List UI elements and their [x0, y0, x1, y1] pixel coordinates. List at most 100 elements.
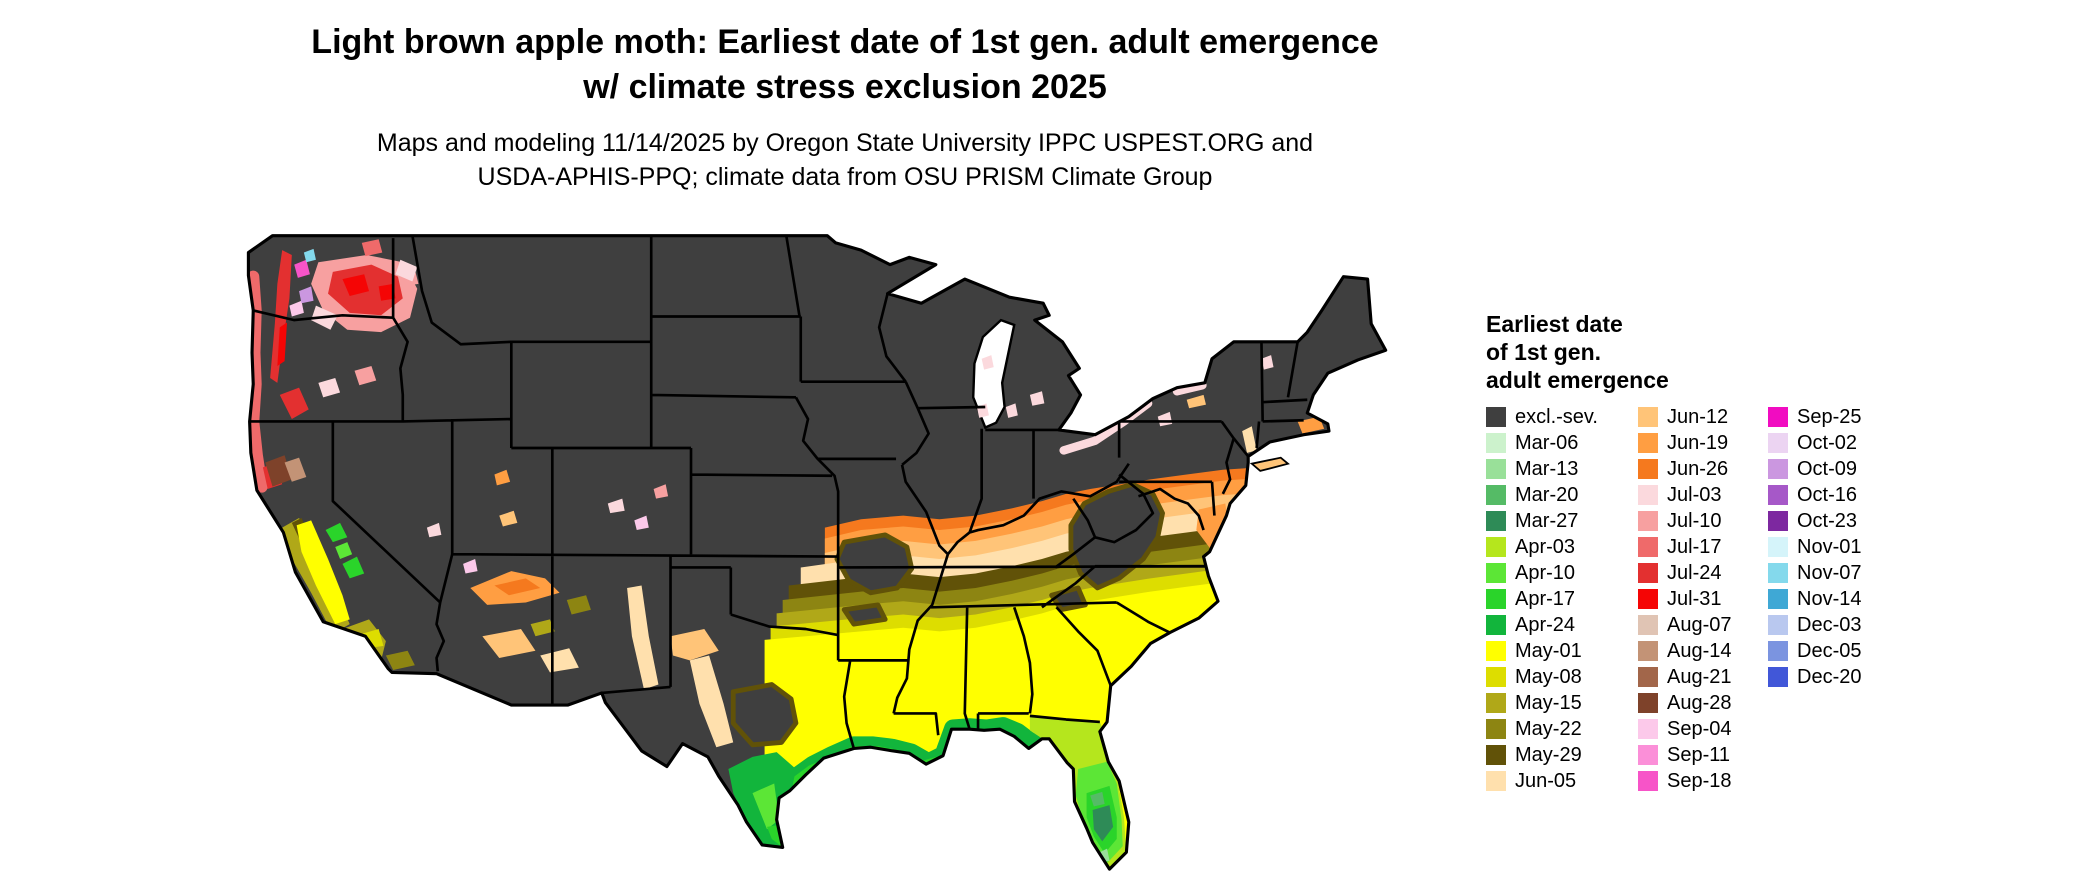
legend-item-jul24: Jul-24 — [1638, 560, 1768, 586]
legend-item-jul03: Jul-03 — [1638, 482, 1768, 508]
map-layers — [248, 235, 1386, 870]
legend-swatch-aug21 — [1638, 667, 1658, 687]
legend-item-nov01: Nov-01 — [1768, 534, 1908, 560]
legend-swatch-may08 — [1486, 667, 1506, 687]
legend-label-jun19: Jun-19 — [1667, 431, 1729, 454]
legend-swatch-oct16 — [1768, 485, 1788, 505]
map-region-may-22-patches — [385, 595, 591, 671]
map-region-jul-17-spot — [361, 239, 383, 257]
legend-heading: Earliest date of 1st gen. adult emergenc… — [1486, 310, 1908, 394]
legend-label-oct16: Oct-16 — [1797, 483, 1858, 506]
map-region-ca-central-valley-may-01 — [296, 520, 350, 625]
legend-swatch-may15 — [1486, 693, 1506, 713]
legend-item-jul10: Jul-10 — [1638, 508, 1768, 534]
map-region-aug-14-patch — [284, 457, 307, 482]
legend-label-aug21: Aug-21 — [1667, 665, 1732, 688]
map-region-nov-07-speck — [303, 248, 316, 263]
map-region-jul-24-areas — [262, 250, 403, 490]
legend-item-apr10: Apr-10 — [1486, 560, 1638, 586]
legend-item-oct02: Oct-02 — [1768, 430, 1908, 456]
legend-label-mar13: Mar-13 — [1515, 457, 1579, 480]
legend-item-mar06: Mar-06 — [1486, 430, 1638, 456]
legend-label-sep11: Sep-11 — [1667, 743, 1731, 766]
map-region-florida-mar-27 — [1092, 805, 1114, 842]
legend-swatch-dec20 — [1768, 667, 1788, 687]
title-line-2: w/ climate stress exclusion 2025 — [583, 67, 1107, 106]
legend-label-apr24: Apr-24 — [1515, 613, 1576, 636]
legend-swatch-dec03 — [1768, 615, 1788, 635]
legend-swatch-oct09 — [1768, 459, 1788, 479]
legend-column-1: excl.-sev. Mar-06 Mar-13 Mar-20 Mar-27 Apr-03… — [1486, 404, 1638, 794]
legend-swatch-apr03 — [1486, 537, 1506, 557]
legend-swatch-nov07 — [1768, 563, 1788, 583]
legend-item-oct09: Oct-09 — [1768, 456, 1908, 482]
legend-item-sep04: Sep-04 — [1638, 716, 1768, 742]
conus-map-svg — [246, 234, 1388, 871]
legend-label-jul10: Jul-10 — [1667, 509, 1722, 532]
legend-item-sep11: Sep-11 — [1638, 742, 1768, 768]
legend-label-apr17: Apr-17 — [1515, 587, 1576, 610]
legend-label-nov14: Nov-14 — [1797, 587, 1862, 610]
legend-swatch-jul17 — [1638, 537, 1658, 557]
state-borders-west — [249, 235, 839, 706]
legend-label-jul31: Jul-31 — [1667, 587, 1722, 610]
legend-item-mar27: Mar-27 — [1486, 508, 1638, 534]
subtitle: Maps and modeling 11/14/2025 by Oregon S… — [210, 126, 1480, 195]
legend-item-excl: excl.-sev. — [1486, 404, 1638, 430]
legend-label-mar27: Mar-27 — [1515, 509, 1579, 532]
legend-label-aug14: Aug-14 — [1667, 639, 1732, 662]
map-region-sep-18-speck — [294, 259, 310, 278]
legend-label-may08: May-08 — [1515, 665, 1582, 688]
legend-item-aug07: Aug-07 — [1638, 612, 1768, 638]
state-borders-east — [930, 341, 1308, 730]
legend-label-oct23: Oct-23 — [1797, 509, 1858, 532]
legend-label-oct02: Oct-02 — [1797, 431, 1858, 454]
legend-label-may01: May-01 — [1515, 639, 1582, 662]
legend-item-may15: May-15 — [1486, 690, 1638, 716]
legend-label-oct09: Oct-09 — [1797, 457, 1858, 480]
legend-item-jun05: Jun-05 — [1486, 768, 1638, 794]
legend-item-oct23: Oct-23 — [1768, 508, 1908, 534]
legend-label-jun12: Jun-12 — [1667, 405, 1729, 428]
map-region-oct-09-speck — [299, 286, 314, 304]
legend-swatch-aug28 — [1638, 693, 1658, 713]
legend-column-3: Sep-25 Oct-02 Oct-09 Oct-16 Oct-23 Nov-01 Nov-… — [1768, 404, 1908, 690]
legend-swatch-may22 — [1486, 719, 1506, 739]
state-borders-central — [670, 235, 1209, 749]
legend-swatch-mar27 — [1486, 511, 1506, 531]
legend-swatch-excl — [1486, 407, 1506, 427]
map-region-jun-26-patches — [494, 578, 541, 596]
map-region-excluded-highlands — [730, 481, 1165, 748]
legend-heading-line-1: Earliest date — [1486, 311, 1623, 337]
legend-swatch-jun19 — [1638, 433, 1658, 453]
legend-label-apr03: Apr-03 — [1515, 535, 1576, 558]
legend-item-aug21: Aug-21 — [1638, 664, 1768, 690]
legend-item-apr24: Apr-24 — [1486, 612, 1638, 638]
legend-swatch-jul10 — [1638, 511, 1658, 531]
legend-swatch-sep11 — [1638, 745, 1658, 765]
legend-swatch-sep18 — [1638, 771, 1658, 791]
legend-label-jul03: Jul-03 — [1667, 483, 1722, 506]
legend-item-dec05: Dec-05 — [1768, 638, 1908, 664]
legend-item-jul31: Jul-31 — [1638, 586, 1768, 612]
legend-item-may29: May-29 — [1486, 742, 1638, 768]
map-region-florida-mar-20 — [1090, 791, 1105, 807]
legend-item-mar20: Mar-20 — [1486, 482, 1638, 508]
legend-item-oct16: Oct-16 — [1768, 482, 1908, 508]
legend-swatch-aug14 — [1638, 641, 1658, 661]
legend-label-jun05: Jun-05 — [1515, 769, 1577, 792]
legend-swatch-nov01 — [1768, 537, 1788, 557]
legend-item-may08: May-08 — [1486, 664, 1638, 690]
legend-item-nov14: Nov-14 — [1768, 586, 1908, 612]
legend-swatch-apr24 — [1486, 615, 1506, 635]
legend-swatch-oct02 — [1768, 433, 1788, 453]
legend-label-jun26: Jun-26 — [1667, 457, 1729, 480]
legend-label-mar20: Mar-20 — [1515, 483, 1579, 506]
legend-swatch-sep04 — [1638, 719, 1658, 739]
conus-outline — [246, 234, 1388, 871]
legend-swatch-oct23 — [1768, 511, 1788, 531]
title-line-1: Light brown apple moth: Earliest date of… — [311, 23, 1379, 61]
legend-label-sep25: Sep-25 — [1797, 405, 1862, 428]
legend-swatch-mar20 — [1486, 485, 1506, 505]
legend-swatch-mar13 — [1486, 459, 1506, 479]
